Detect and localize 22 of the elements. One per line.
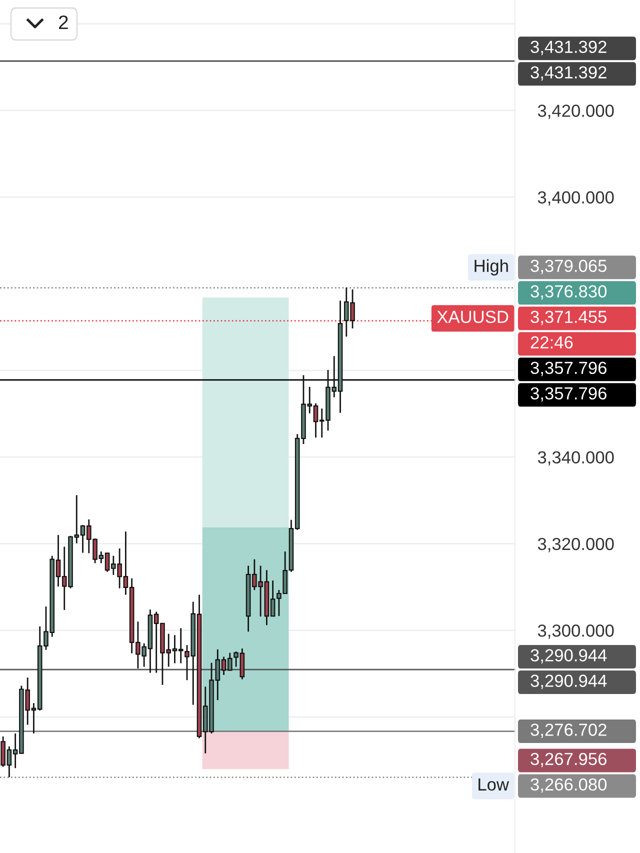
annotation: High bbox=[474, 259, 508, 276]
ref-line-label: 3,266.080 bbox=[530, 778, 607, 793]
y-tick-label: 3,420.000 bbox=[538, 104, 614, 119]
ref-line-label: 3,431.392 bbox=[530, 40, 606, 56]
y-tick-label: 3,400.000 bbox=[538, 191, 614, 206]
ref-line-label: 3,357.796 bbox=[530, 362, 606, 376]
ref-line-label: 3,379.065 bbox=[530, 260, 607, 274]
text: 3,431.392 bbox=[530, 66, 606, 81]
text: 22:46 bbox=[530, 336, 573, 349]
text: 3,267.956 bbox=[530, 752, 606, 768]
y-tick-label: 3,340.000 bbox=[538, 451, 614, 466]
annotation: XAUUSD bbox=[437, 310, 508, 324]
annotation: Low bbox=[478, 778, 510, 791]
ref-line-label: 3,276.702 bbox=[530, 724, 606, 738]
annotation: 2 bbox=[58, 15, 68, 30]
text: 3,376.830 bbox=[530, 285, 607, 300]
text: 3,290.944 bbox=[530, 674, 607, 690]
ref-line-label: 3,290.944 bbox=[530, 649, 607, 664]
text: 3,357.796 bbox=[530, 387, 606, 402]
y-tick-label: 3,300.000 bbox=[538, 624, 614, 639]
y-tick-label: 3,320.000 bbox=[538, 538, 614, 552]
ref-line-label: 3,371.455 bbox=[530, 310, 607, 326]
